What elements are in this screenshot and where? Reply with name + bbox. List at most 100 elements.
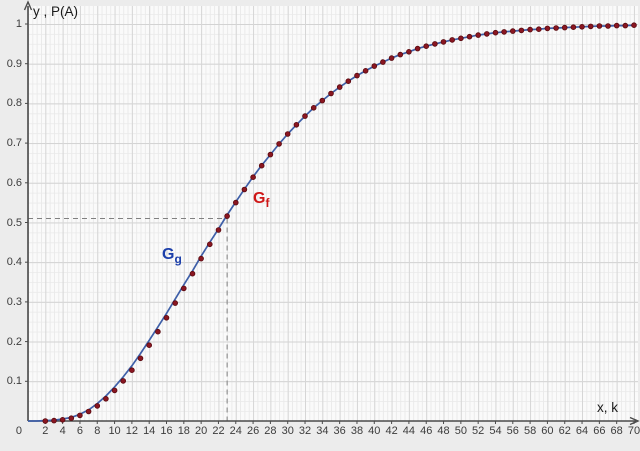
data-point-Gf <box>302 113 308 119</box>
data-point-Gf <box>553 25 559 31</box>
data-point-Gf <box>103 395 109 402</box>
data-point-Gf <box>94 403 101 409</box>
x-tick-label: 16 <box>160 425 173 437</box>
x-tick-label: 48 <box>437 425 450 437</box>
series-label-Gg-main: G <box>162 246 175 263</box>
x-tick-label: 20 <box>195 425 208 437</box>
data-point-Gf <box>77 412 83 419</box>
data-point-Gf <box>561 24 568 31</box>
data-point-Gf <box>224 213 230 219</box>
data-point-Gf <box>362 68 369 74</box>
data-point-Gf <box>336 84 343 90</box>
data-point-Gf <box>258 162 265 169</box>
x-tick-label: 6 <box>76 425 83 437</box>
x-axis-title: x, k <box>597 400 619 415</box>
x-tick-label: 38 <box>350 425 364 437</box>
data-point-Gf <box>42 418 49 424</box>
data-point-Gf <box>233 199 239 206</box>
data-point-Gf <box>68 415 75 422</box>
origin-label: 0 <box>15 425 22 437</box>
data-point-Gf <box>293 122 300 128</box>
x-tick-label: 40 <box>368 425 381 437</box>
data-point-Gf <box>155 328 161 335</box>
series-label-Gg-sub: g <box>174 252 182 267</box>
data-point-Gf <box>570 24 577 31</box>
series-label-Gf-sub: f <box>265 196 270 211</box>
x-tick-label: 66 <box>593 425 606 437</box>
y-tick-label: 0.1 <box>6 375 22 388</box>
x-tick-label: 46 <box>420 425 433 437</box>
y-tick-label: 1 <box>15 18 22 30</box>
data-point-Gf <box>406 48 412 55</box>
x-tick-label: 10 <box>108 425 121 437</box>
x-tick-label: 56 <box>506 425 519 437</box>
data-point-Gf <box>137 355 144 362</box>
data-point-Gf <box>51 417 57 424</box>
x-tick-label: 18 <box>177 425 190 437</box>
data-point-Gf <box>605 23 611 29</box>
data-point-Gf <box>129 367 135 374</box>
data-point-Gf <box>466 33 473 40</box>
y-tick-label: 0.9 <box>6 57 22 70</box>
x-tick-label: 44 <box>402 425 416 437</box>
x-tick-label: 54 <box>489 425 502 437</box>
y-tick-label: 0.4 <box>6 256 22 269</box>
x-tick-label: 70 <box>627 425 640 437</box>
x-axis-arrow-icon <box>629 416 640 426</box>
data-point-Gf <box>432 41 438 47</box>
x-tick-label: 26 <box>246 425 260 437</box>
data-point-Gf <box>501 29 507 35</box>
data-point-Gf <box>579 23 585 30</box>
data-point-Gf <box>397 51 404 58</box>
data-point-Gf <box>354 72 360 79</box>
x-tick-label: 4 <box>59 425 66 437</box>
x-tick-label: 42 <box>385 425 398 437</box>
x-tick-label: 60 <box>541 425 554 437</box>
x-tick-label: 14 <box>143 425 156 437</box>
series-label-Gg: Gg <box>162 246 182 266</box>
x-tick-label: 52 <box>472 425 485 437</box>
series-label-Gf-main: G <box>253 190 266 207</box>
y-tick-label: 0.7 <box>6 137 22 150</box>
x-tick-label: 34 <box>316 425 329 437</box>
y-tick-label: 0.5 <box>6 216 22 229</box>
data-point-Gf <box>509 28 516 34</box>
data-point-Gf <box>85 408 92 415</box>
x-tick-label: 64 <box>575 425 589 437</box>
data-point-Gf <box>596 23 603 29</box>
data-point-Gf <box>241 186 248 193</box>
y-tick-label: 0.3 <box>6 295 22 308</box>
data-point-Gf <box>380 59 386 65</box>
data-point-Gf <box>207 241 213 248</box>
data-point-Gf <box>518 27 525 34</box>
data-point-Gf <box>267 151 274 158</box>
data-point-Gf <box>458 35 464 42</box>
data-point-Gf <box>527 26 533 33</box>
data-point-Gf <box>440 39 447 45</box>
y-tick-label: 0.6 <box>6 176 22 189</box>
data-point-Gf <box>172 300 179 306</box>
data-point-Gf <box>215 227 222 233</box>
x-tick-label: 62 <box>558 425 571 437</box>
data-point-Gf <box>181 285 187 292</box>
data-point-Gf <box>345 78 352 84</box>
data-point-Gf <box>492 29 499 36</box>
data-point-Gf <box>111 387 118 394</box>
y-tick-label: 0.8 <box>6 97 22 110</box>
x-tick-label: 36 <box>333 425 346 437</box>
data-point-Gf <box>163 314 170 321</box>
data-point-Gf <box>319 97 326 104</box>
curve-Gg <box>28 24 635 422</box>
x-tick-label: 2 <box>42 425 49 437</box>
series-label-Gf: Gf <box>253 190 269 210</box>
data-point-Gf <box>59 416 66 423</box>
data-point-Gf <box>475 32 482 38</box>
data-point-Gf <box>622 22 629 29</box>
data-point-Gf <box>250 174 256 181</box>
x-tick-label: 58 <box>523 425 537 437</box>
data-point-Gf <box>388 55 395 61</box>
data-point-Gf <box>483 31 490 37</box>
x-tick-label: 24 <box>229 425 242 437</box>
data-point-Gf <box>146 342 153 349</box>
